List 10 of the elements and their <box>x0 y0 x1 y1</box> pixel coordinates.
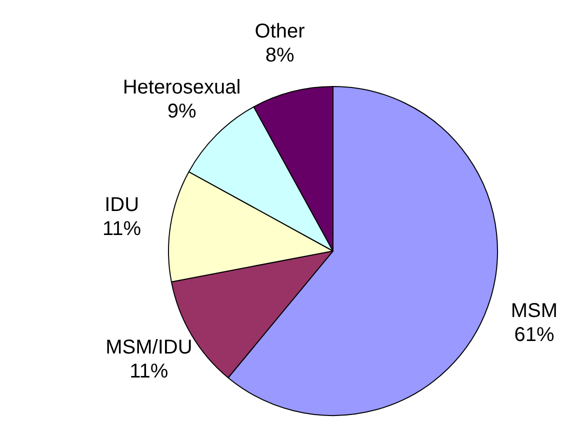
slice-label: Heterosexual <box>122 76 241 98</box>
data-label: 11% <box>130 360 168 382</box>
data-label: 9% <box>167 100 196 122</box>
slice-label: IDU <box>104 194 140 216</box>
data-label: 11% <box>102 218 142 240</box>
slice-label: MSM/IDU <box>106 336 192 358</box>
data-label: 61% <box>514 324 554 346</box>
slice-label: Other <box>254 20 306 42</box>
slice-label: MSM <box>510 300 558 322</box>
data-label: 8% <box>265 44 294 66</box>
